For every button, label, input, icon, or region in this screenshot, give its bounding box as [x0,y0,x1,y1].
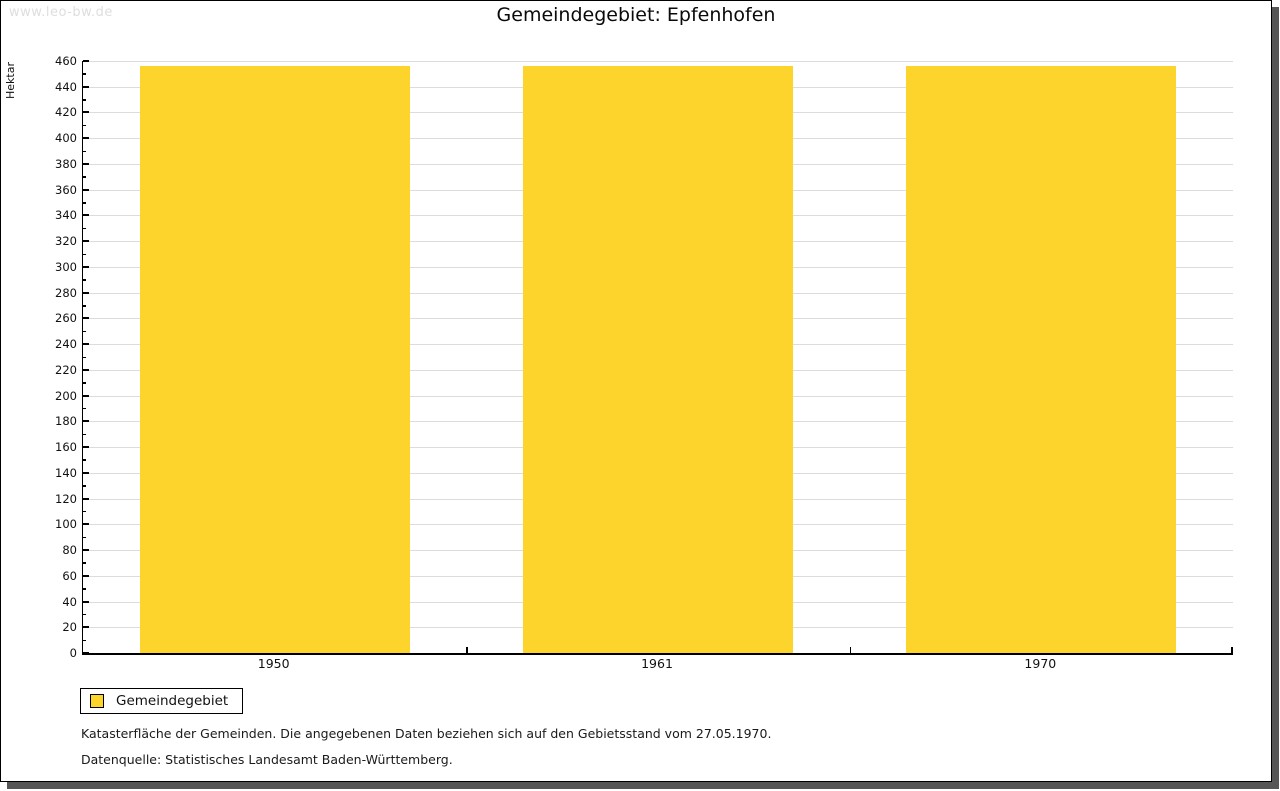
y-axis-major-tick [83,626,89,629]
x-axis-end-tick [1231,647,1233,653]
y-axis-tick-label: 60 [62,568,77,583]
x-axis-category-label: 1970 [1024,656,1057,671]
y-axis-tick-label: 120 [55,491,77,506]
y-axis-major-tick [83,85,89,88]
y-axis-minor-tick [83,330,86,333]
x-axis-category-label: 1961 [641,656,673,671]
y-axis-tick-label: 0 [69,646,77,660]
y-axis-tick-label: 100 [55,517,77,532]
y-axis-major-tick [83,600,89,603]
y-axis-tick-label: 240 [55,337,77,352]
y-axis-minor-tick [83,253,86,256]
y-axis-tick-label: 220 [55,362,77,377]
y-axis-tick-label: 300 [55,259,77,274]
y-axis-major-tick [83,420,89,423]
legend: Gemeindegebiet [80,688,244,714]
y-axis-major-tick [83,60,89,62]
y-axis-minor-tick [83,613,86,616]
y-axis-major-tick [83,162,89,165]
y-axis-minor-tick [83,227,86,230]
y-axis-tick-label: 160 [55,440,77,455]
y-axis-tick-label: 40 [62,594,77,609]
y-axis-minor-tick [83,485,86,487]
y-axis-minor-tick [83,73,86,75]
y-axis-tick-label: 400 [55,131,77,146]
y-axis-tick-label: 380 [55,156,77,171]
y-axis-major-tick [83,549,89,552]
y-axis-minor-tick [83,202,86,204]
y-axis-minor-tick [83,459,86,461]
x-axis-category-label: 1950 [257,656,290,671]
y-axis-major-tick [83,523,89,526]
y-axis-minor-tick [83,639,86,642]
watermark: www.leo-bw.de [9,5,113,20]
bar-1970 [906,66,1177,653]
y-axis-major-tick [83,214,89,217]
footnote-source-note: Katasterfläche der Gemeinden. Die angege… [81,726,772,741]
y-axis-tick-label: 180 [55,414,77,429]
y-axis-minor-tick [83,433,86,436]
y-axis-major-tick [83,574,89,577]
y-axis-minor-tick [83,588,86,590]
footnote-data-source: Datenquelle: Statistisches Landesamt Bad… [81,752,453,767]
y-axis-minor-tick [83,124,86,127]
bar-1950 [139,66,410,653]
y-axis-major-tick [83,652,89,654]
y-axis-minor-tick [83,150,86,153]
y-axis-major-tick [83,265,89,268]
y-axis-tick-label: 420 [55,105,77,120]
y-axis-major-tick [83,137,89,140]
y-axis-minor-tick [83,562,86,564]
y-axis-tick-label: 440 [55,79,77,94]
y-axis-tick-label: 80 [62,543,77,558]
y-axis-minor-tick [83,176,86,178]
x-axis-boundary-tick [466,647,468,653]
y-axis-tick-label: 200 [55,388,77,403]
y-axis-major-tick [83,497,89,500]
bar-1961 [523,66,793,653]
y-axis-major-tick [83,317,89,320]
y-axis-tick-label: 460 [55,54,77,68]
y-axis-minor-tick [83,407,86,410]
y-axis-minor-tick [83,305,86,307]
y-axis-minor-tick [83,356,86,358]
y-axis-major-tick [83,343,89,346]
gridline [83,61,1233,62]
legend-label: Gemeindegebiet [116,693,229,709]
y-axis-tick-label: 140 [55,465,77,480]
y-axis-minor-tick [83,536,86,539]
y-axis-tick-label: 280 [55,285,77,300]
y-axis-major-tick [83,188,89,191]
y-axis-tick-label: 320 [55,234,77,249]
y-axis-major-tick [83,240,89,243]
y-axis-minor-tick [83,279,86,281]
y-axis-title: Hektar [4,62,17,100]
page-title: Gemeindegebiet: Epfenhofen [496,4,776,26]
y-axis-major-tick [83,291,89,294]
y-axis-major-tick [83,394,89,397]
y-axis-major-tick [83,471,89,474]
y-axis-major-tick [83,111,89,114]
y-axis-tick-label: 360 [55,182,77,197]
y-axis-major-tick [83,446,89,449]
y-axis-tick-label: 340 [55,208,77,223]
y-axis-major-tick [83,368,89,371]
y-axis-minor-tick [83,510,86,513]
x-axis-boundary-tick [849,647,852,653]
y-axis-tick-label: 20 [62,620,77,635]
legend-swatch-icon [90,694,104,708]
plot-area [82,60,1233,655]
y-axis-minor-tick [83,382,86,384]
y-axis-tick-label: 260 [55,311,77,326]
y-axis-minor-tick [83,99,86,101]
